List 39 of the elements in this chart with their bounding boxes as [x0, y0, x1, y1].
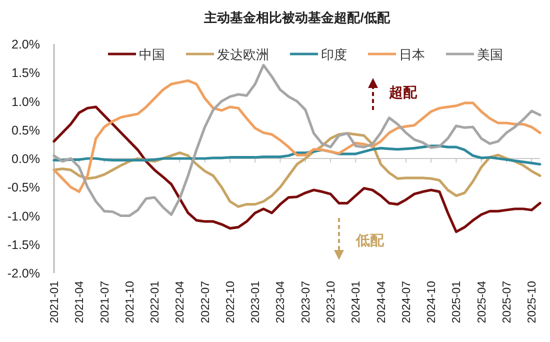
- x-tick-label: 2022-10: [224, 281, 237, 324]
- x-tick-label: 2022-01: [150, 281, 162, 324]
- x-tick-label: 2022-07: [200, 281, 212, 324]
- x-tick-label: 2023-10: [326, 281, 338, 324]
- y-tick-label: 2.0%: [12, 38, 40, 52]
- x-tick-label: 2025-10: [526, 281, 539, 324]
- x-tick-label: 2021-01: [49, 281, 61, 324]
- legend-label: 发达欧洲: [217, 47, 269, 62]
- line-series: [52, 79, 542, 193]
- y-tick-label: -1.5%: [7, 238, 40, 252]
- x-tick-label: 2025-04: [476, 280, 488, 324]
- x-tick-label: 2021-07: [99, 281, 112, 324]
- x-tick-label: 2024-01: [350, 281, 363, 324]
- y-tick-label: 1.5%: [12, 66, 40, 80]
- legend-label: 印度: [321, 47, 347, 62]
- legend-label: 美国: [477, 47, 503, 62]
- y-tick-label: -2.0%: [7, 266, 40, 280]
- x-tick-label: 2023-01: [250, 281, 262, 324]
- chart-title: 主动基金相比被动基金超配/低配: [203, 10, 391, 25]
- y-tick-label: 0.0%: [12, 152, 40, 166]
- x-tick-label: 2021-10: [124, 281, 136, 324]
- annotation: 低配: [355, 232, 385, 248]
- x-tick-label: 2024-07: [400, 281, 413, 324]
- annotation: 超配: [388, 84, 418, 100]
- legend-label: 日本: [399, 47, 425, 62]
- legend-label: 中国: [139, 47, 165, 62]
- x-tick-label: 2025-01: [451, 281, 464, 324]
- x-tick-label: 2024-04: [376, 280, 388, 324]
- x-tick-label: 2025-07: [501, 281, 514, 324]
- x-tick-label: 2023-07: [300, 281, 312, 324]
- x-tick-label: 2024-10: [426, 281, 438, 324]
- y-tick-label: -1.0%: [7, 209, 40, 224]
- y-tick-label: 1.0%: [12, 94, 40, 109]
- x-tick-label: 2023-04: [275, 280, 288, 324]
- x-tick-label: 2021-04: [74, 280, 86, 324]
- y-tick-label: -0.5%: [7, 180, 40, 195]
- line-series: [52, 106, 542, 234]
- x-tick-label: 2022-04: [174, 280, 187, 324]
- y-tick-label: 0.5%: [12, 123, 40, 138]
